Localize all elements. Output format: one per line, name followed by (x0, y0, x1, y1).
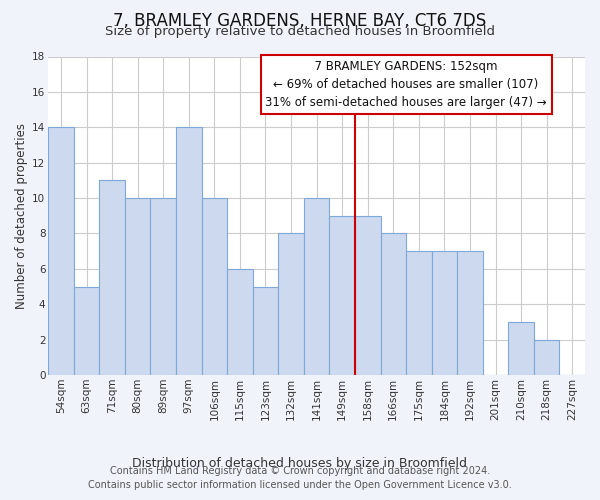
Bar (329, 216, 355, 375)
Bar (202, 198, 227, 375)
Bar (253, 286, 278, 375)
Y-axis label: Number of detached properties: Number of detached properties (15, 123, 28, 309)
Bar (457, 251, 483, 375)
Bar (406, 251, 431, 375)
Bar (48, 128, 74, 375)
Bar (278, 234, 304, 375)
Bar (431, 251, 457, 375)
Bar (100, 180, 125, 375)
Text: Contains HM Land Registry data © Crown copyright and database right 2024.
Contai: Contains HM Land Registry data © Crown c… (88, 466, 512, 490)
Bar (534, 340, 559, 375)
Bar (508, 322, 534, 375)
Text: 7 BRAMLEY GARDENS: 152sqm  
← 69% of detached houses are smaller (107)
31% of se: 7 BRAMLEY GARDENS: 152sqm ← 69% of detac… (265, 60, 547, 109)
Bar (304, 198, 329, 375)
Text: 7, BRAMLEY GARDENS, HERNE BAY, CT6 7DS: 7, BRAMLEY GARDENS, HERNE BAY, CT6 7DS (113, 12, 487, 30)
Bar (151, 198, 176, 375)
Bar (380, 234, 406, 375)
Text: Distribution of detached houses by size in Broomfield: Distribution of detached houses by size … (133, 458, 467, 470)
Bar (74, 286, 100, 375)
Text: Size of property relative to detached houses in Broomfield: Size of property relative to detached ho… (105, 25, 495, 38)
Bar (227, 269, 253, 375)
Bar (355, 216, 380, 375)
Bar (176, 128, 202, 375)
Bar (125, 198, 151, 375)
